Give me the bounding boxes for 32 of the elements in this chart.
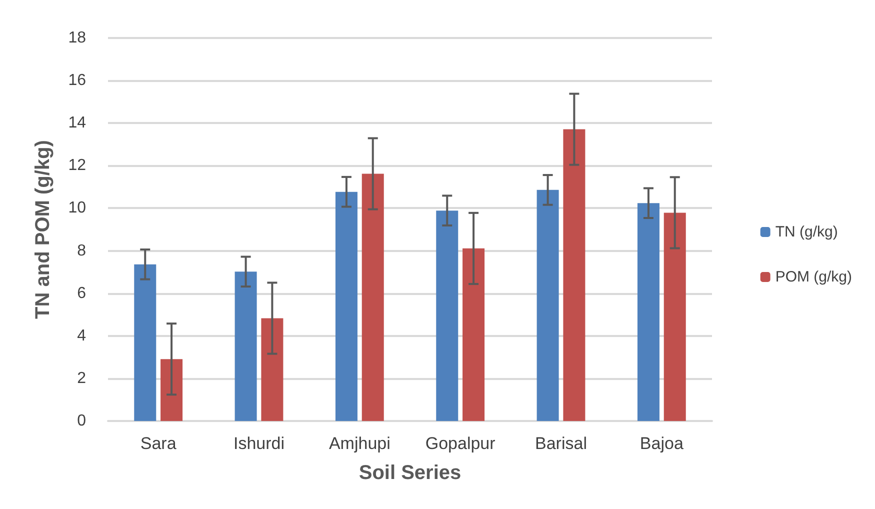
y-axis-title: TN and POM (g/kg) [32,140,54,319]
y-tick-label: 18 [68,30,86,46]
bar [160,359,183,421]
y-tick-label: 6 [77,284,86,302]
y-tick-label: 2 [77,370,86,387]
y-tick-label: 8 [77,242,86,260]
y-tick-label: 4 [77,327,86,344]
bar [536,190,559,421]
y-tick-label: 16 [68,72,86,90]
bar [462,248,485,421]
x-tick-label: Amjhupi [328,434,390,453]
bar [335,192,358,421]
bar [664,212,686,421]
bar [362,174,384,421]
y-tick-label: 10 [68,200,86,217]
bar [637,203,660,421]
bar [234,272,257,421]
bar [436,210,458,421]
y-tick-label: 12 [68,157,86,174]
x-tick-label: Gopalpur [425,434,496,453]
y-tick-label: 14 [68,114,86,132]
bar [261,318,284,421]
x-tick-label: Sara [140,434,177,453]
y-tick-label: 0 [77,412,86,430]
legend-label: POM (g/kg) [775,268,852,286]
x-tick-label: Bajoa [640,434,684,453]
x-tick-label: Barisal [535,434,587,453]
legend-label: TN (g/kg) [775,224,838,240]
bar [134,264,156,421]
bar [563,129,586,421]
x-axis-title: Soil Series [358,462,462,484]
x-tick-label: Ishurdi [233,434,285,453]
